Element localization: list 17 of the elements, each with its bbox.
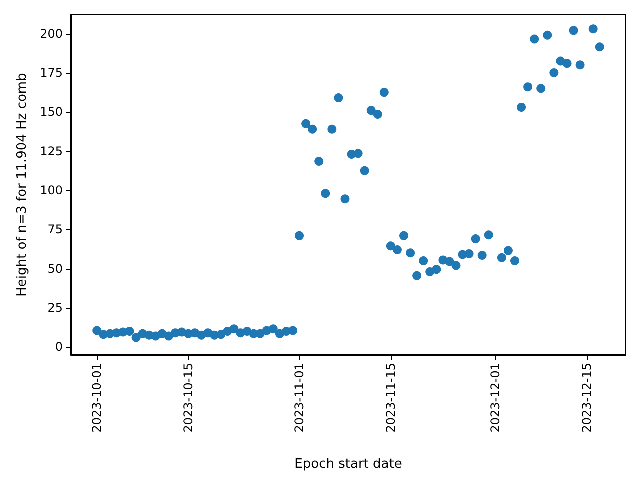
x-tick-label: 2023-10-01	[90, 363, 104, 433]
y-tick-label: 100	[40, 183, 63, 198]
x-tick-label: 2023-10-15	[182, 363, 196, 433]
y-axis-title: Height of n=3 for 11.904 Hz comb	[15, 73, 30, 297]
y-tick-label: 125	[40, 144, 63, 158]
y-tick-label: 25	[48, 300, 63, 315]
y-tick-label: 75	[48, 222, 63, 237]
y-tick-label: 150	[40, 105, 63, 120]
y-tick-label: 50	[48, 262, 63, 276]
x-tick-label: 2023-12-15	[580, 363, 594, 433]
x-tick-label: 2023-11-15	[384, 363, 398, 433]
y-tick-label: 175	[40, 66, 63, 80]
x-axis-title: Epoch start date	[294, 457, 402, 472]
y-tick-label: 0	[55, 340, 63, 354]
x-tick-label: 2023-11-01	[292, 363, 307, 433]
y-tick-label: 200	[40, 26, 63, 41]
x-tick-label: 2023-12-01	[488, 363, 502, 433]
